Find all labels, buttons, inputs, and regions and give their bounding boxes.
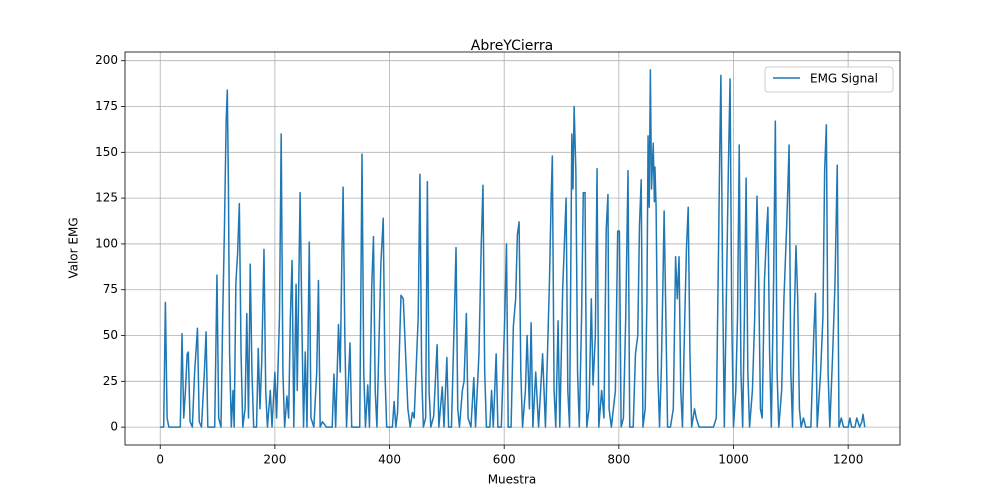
axes-frame [124, 51, 901, 446]
data-line [160, 69, 866, 428]
y-tick-label: 75 [103, 282, 118, 296]
legend-label: EMG Signal [810, 72, 878, 86]
y-tick-label: 50 [103, 328, 118, 342]
x-tick-label: 1200 [833, 453, 864, 467]
chart-title: AbreYCierra [471, 38, 553, 54]
y-tick-label: 175 [95, 99, 118, 113]
y-tick-label: 100 [95, 236, 118, 250]
y-tick-label: 125 [95, 191, 118, 205]
x-tick-label: 600 [493, 453, 516, 467]
legend-box [764, 66, 894, 93]
legend: EMG Signal [764, 66, 894, 93]
x-tick-label: 800 [607, 453, 630, 467]
y-tick-label: 0 [110, 420, 118, 434]
y-axis-label: Valor EMG [67, 217, 81, 278]
x-axis-label: Muestra [488, 473, 537, 487]
x-tick-label: 1000 [718, 453, 749, 467]
y-tick-label: 150 [95, 145, 118, 159]
x-tick-label: 400 [378, 453, 401, 467]
plot-area [160, 69, 866, 428]
x-tick-label: 0 [156, 453, 164, 467]
y-tick-label: 200 [95, 53, 118, 67]
x-tick-label: 200 [263, 453, 286, 467]
y-tick-label: 25 [103, 374, 118, 388]
